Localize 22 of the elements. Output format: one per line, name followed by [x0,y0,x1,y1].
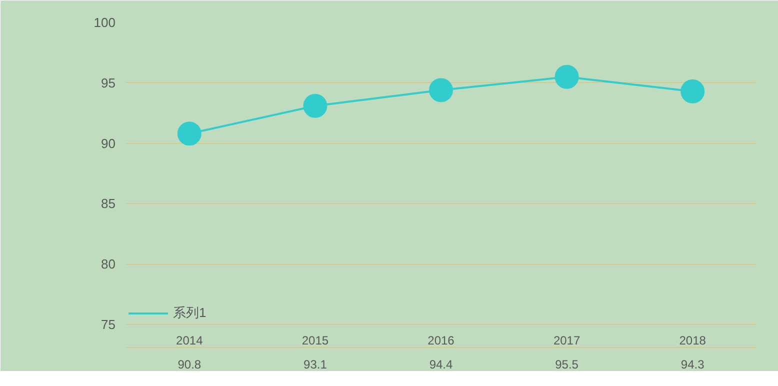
y-tick-label: 100 [94,15,116,30]
data-label: 94.3 [680,358,705,372]
y-tick-label: 85 [101,196,116,212]
y-tick-label: 90 [101,136,116,151]
point [303,94,328,118]
point [429,78,453,102]
point [554,64,579,89]
y-tick-label: 80 [101,256,116,272]
x-tick-label: 2014 [176,334,204,348]
y-tick-label: 75 [101,317,116,332]
data-label: 93.1 [304,358,328,372]
data-label: 90.8 [178,358,202,372]
point [177,122,202,146]
data-label: 94.4 [429,358,454,372]
x-tick-label: 2017 [553,334,580,348]
x-tick-label: 2015 [302,334,329,348]
point [680,79,705,104]
y-tick-label: 95 [101,75,116,90]
x-tick-label: 2018 [679,334,706,348]
data-label: 95.5 [555,358,579,372]
legend-label: 系列1 [173,304,206,322]
x-tick-label: 2016 [428,334,455,348]
